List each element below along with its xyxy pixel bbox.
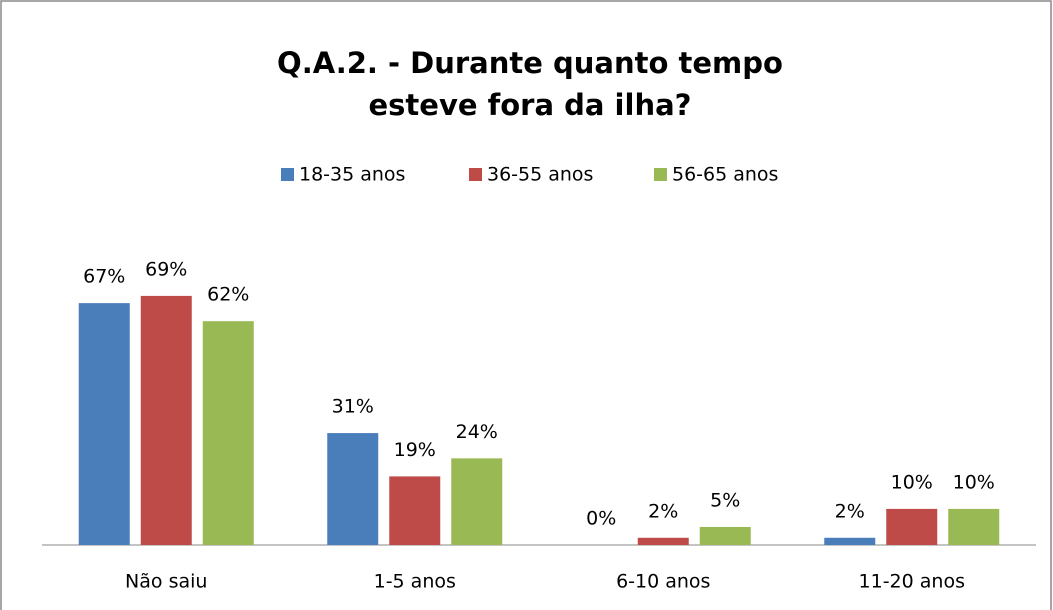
bar — [699, 526, 751, 545]
data-label: 10% — [953, 471, 995, 493]
bar — [824, 537, 876, 545]
data-label: 0% — [586, 508, 616, 530]
data-label: 67% — [83, 266, 125, 288]
x-tick-label: Não saiu — [125, 571, 207, 593]
legend-swatch — [654, 168, 667, 181]
legend-label: 56-65 anos — [672, 164, 778, 186]
bar — [140, 295, 192, 545]
bar — [202, 321, 254, 545]
bar — [637, 537, 689, 545]
data-label: 62% — [207, 284, 249, 306]
bar — [948, 508, 1000, 545]
data-label: 69% — [145, 258, 187, 280]
legend-swatch — [469, 168, 482, 181]
bar — [886, 508, 938, 545]
data-label: 2% — [648, 500, 678, 522]
data-label: 10% — [891, 471, 933, 493]
legend-swatch — [281, 168, 294, 181]
bar — [389, 476, 441, 545]
data-label: 31% — [332, 396, 374, 418]
chart-title: Q.A.2. - Durante quanto tempo esteve for… — [277, 46, 783, 122]
bar — [327, 433, 379, 545]
bar — [78, 303, 130, 545]
data-label: 19% — [394, 439, 436, 461]
data-label: 24% — [456, 421, 498, 443]
data-label: 2% — [835, 500, 865, 522]
data-label: 5% — [710, 489, 740, 511]
legend-label: 18-35 anos — [299, 164, 405, 186]
x-tick-label: 1-5 anos — [374, 571, 456, 593]
legend-label: 36-55 anos — [487, 164, 593, 186]
x-tick-label: 6-10 anos — [616, 571, 710, 593]
x-tick-label: 11-20 anos — [859, 571, 965, 593]
bar — [451, 458, 503, 545]
